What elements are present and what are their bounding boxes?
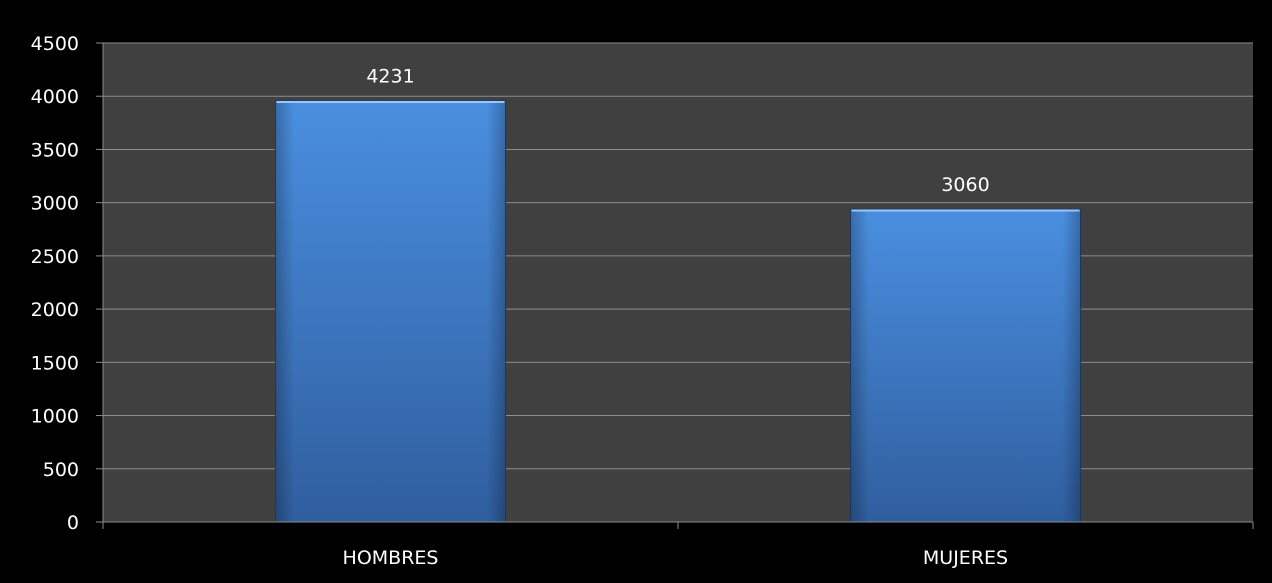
- bar-shading: [850, 209, 1081, 522]
- y-tick-label: 2500: [31, 246, 79, 268]
- category-label: HOMBRES: [343, 547, 439, 569]
- labels: 0 500 1000 1500 2000 2500 3000 3500 4000 4500 4231…: [31, 33, 1008, 569]
- bars: [275, 99, 1081, 523]
- y-tick-label: 1500: [31, 352, 79, 374]
- y-tick-label: 3500: [31, 139, 79, 161]
- data-label: 4231: [366, 65, 414, 87]
- y-tick-label: 2000: [31, 299, 79, 321]
- y-tick-label: 1000: [31, 406, 79, 428]
- data-label: 3060: [941, 174, 989, 196]
- y-tick-label: 3000: [31, 193, 79, 215]
- axes: [96, 42, 1254, 529]
- bar-shading: [275, 100, 506, 522]
- y-tick-label: 4500: [31, 33, 79, 55]
- category-label: MUJERES: [923, 547, 1008, 569]
- y-tick-label: 500: [43, 459, 79, 481]
- y-tick-label: 4000: [31, 86, 79, 108]
- y-tick-label: 0: [67, 512, 79, 534]
